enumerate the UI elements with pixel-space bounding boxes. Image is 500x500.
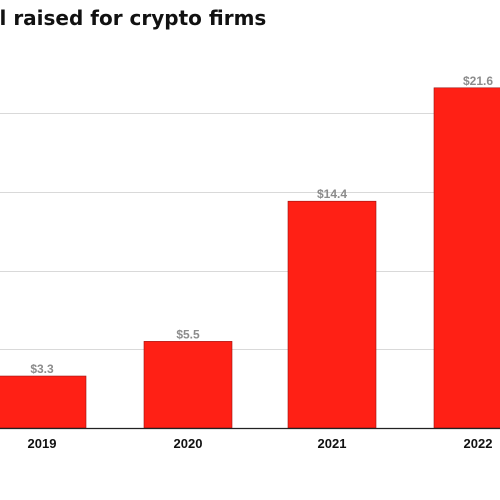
bar-2021 [287,200,377,429]
x-tick-label-2019: 2019 [28,436,57,451]
bar-2020 [143,341,233,429]
data-label-2021: $14.4 [317,187,347,201]
chart-title: al raised for crypto firms [0,6,267,30]
data-label-2019: $3.3 [30,362,54,376]
x-tick-labels: 2019 2020 2021 2022 [28,436,493,451]
data-label-2020: $5.5 [176,327,200,341]
bar-2022 [433,87,500,429]
x-tick-label-2020: 2020 [174,436,203,451]
data-labels: $3.3 $5.5 $14.4 $21.6 [30,74,493,376]
x-tick-label-2022: 2022 [464,436,493,451]
x-tick-label-2021: 2021 [318,436,347,451]
bars [0,87,500,429]
data-label-2022: $21.6 [463,74,493,88]
gridlines [0,113,500,350]
bar-2019 [0,375,87,429]
